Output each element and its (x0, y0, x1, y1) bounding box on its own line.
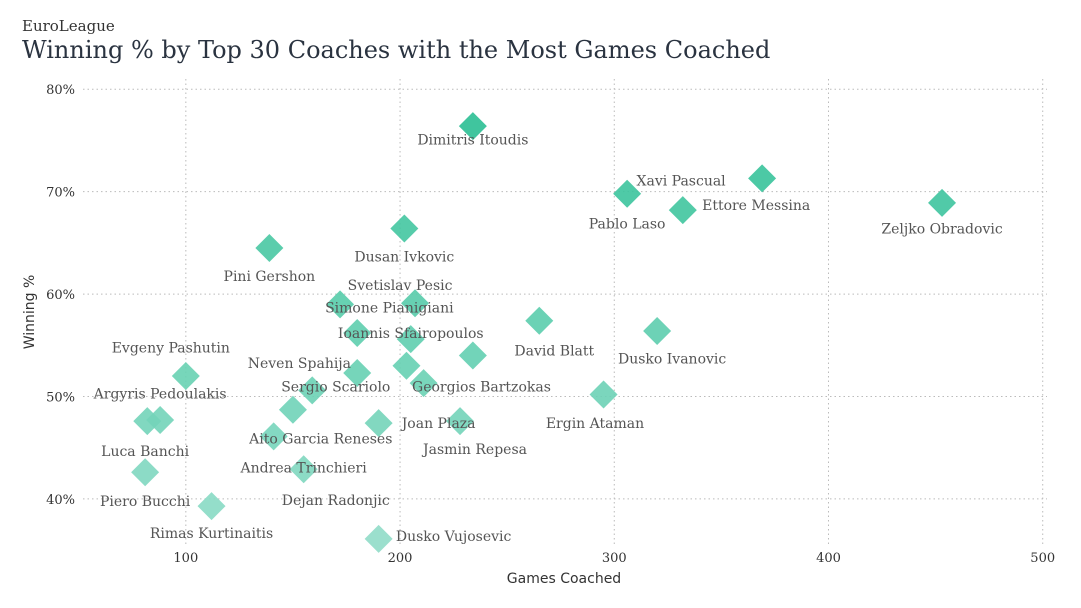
point-label: Rimas Kurtinaitis (150, 526, 273, 542)
point-label: Aito Garcia Reneses (248, 432, 392, 448)
point-label: Dimitris Itoudis (417, 133, 528, 149)
point-label: Neven Spahija (248, 356, 351, 372)
data-point (326, 290, 355, 319)
y-tick-label: 40% (46, 493, 75, 508)
point-label: Dusko Ivanovic (618, 352, 726, 368)
data-point (197, 492, 226, 521)
point-label: Dusko Vujosevic (396, 529, 512, 545)
point-label: Joan Plaza (400, 416, 476, 432)
data-point (298, 376, 327, 405)
data-point (928, 188, 957, 217)
data-point (364, 524, 393, 553)
point-labels: Dimitris Itoudis Xavi Pascual Pablo Laso Et… (93, 133, 1003, 545)
data-point (748, 164, 777, 193)
point-label: David Blatt (514, 344, 594, 360)
y-tick-label: 60% (46, 288, 75, 303)
x-tick-label: 500 (1030, 551, 1055, 566)
x-tick-label: 100 (173, 551, 198, 566)
data-point (613, 179, 642, 208)
data-point (396, 325, 425, 354)
y-axis-title: Winning % (22, 275, 38, 350)
point-label: Ettore Messina (702, 198, 810, 214)
point-label: Dejan Radonjic (282, 493, 390, 509)
point-label: Pini Gershon (224, 269, 316, 285)
data-point (289, 455, 318, 484)
point-label: Svetislav Pesic (348, 278, 453, 294)
y-tick-label: 70% (46, 186, 75, 201)
point-label: Argyris Pedoulakis (93, 387, 227, 403)
data-point (401, 289, 430, 318)
data-point (390, 214, 419, 243)
data-point (343, 318, 372, 347)
gridlines (83, 79, 1047, 545)
point-label: Georgios Bartzokas (412, 379, 551, 395)
x-tick-label: 300 (602, 551, 627, 566)
point-label: Luca Banchi (101, 444, 189, 460)
axis-ticks: 100 200 300 400 500 40% 50% 60% 70% 80% (46, 83, 1055, 566)
data-point (278, 395, 307, 424)
data-point (525, 306, 554, 335)
point-label: Dusan Ivkovic (354, 249, 454, 265)
data-point (409, 369, 438, 398)
point-label: Jasmin Repesa (421, 442, 527, 458)
point-label: Andrea Trinchieri (240, 460, 368, 476)
point-label: Xavi Pascual (637, 174, 727, 190)
data-point (131, 458, 160, 487)
point-label: Ioannis Sfairopoulos (338, 326, 484, 342)
y-tick-label: 50% (46, 390, 75, 405)
point-label: Simone Pianigiani (325, 301, 454, 317)
point-label: Piero Bucchi (100, 494, 191, 510)
point-label: Sergio Scariolo (281, 379, 390, 395)
data-point (255, 233, 284, 262)
data-point (643, 316, 672, 345)
data-point (668, 196, 697, 225)
x-tick-label: 200 (388, 551, 413, 566)
y-tick-label: 80% (46, 83, 75, 98)
data-point (392, 351, 421, 380)
chart-title: Winning % by Top 30 Coaches with the Mos… (22, 36, 770, 64)
x-tick-label: 400 (816, 551, 841, 566)
data-point (171, 362, 200, 391)
point-label: Ergin Ataman (546, 416, 644, 432)
data-point (364, 409, 393, 438)
data-point (458, 112, 487, 141)
data-point (133, 407, 162, 436)
point-label: Zeljko Obradovic (881, 222, 1002, 238)
data-points (131, 112, 957, 553)
x-axis-title: Games Coached (507, 571, 621, 587)
point-label: Evgeny Pashutin (112, 340, 230, 356)
chart-kicker: EuroLeague (22, 17, 115, 35)
point-label: Pablo Laso (589, 217, 666, 233)
data-point (589, 380, 618, 409)
data-point (458, 341, 487, 370)
data-point (446, 407, 475, 436)
data-point (259, 422, 288, 451)
data-point (343, 358, 372, 387)
